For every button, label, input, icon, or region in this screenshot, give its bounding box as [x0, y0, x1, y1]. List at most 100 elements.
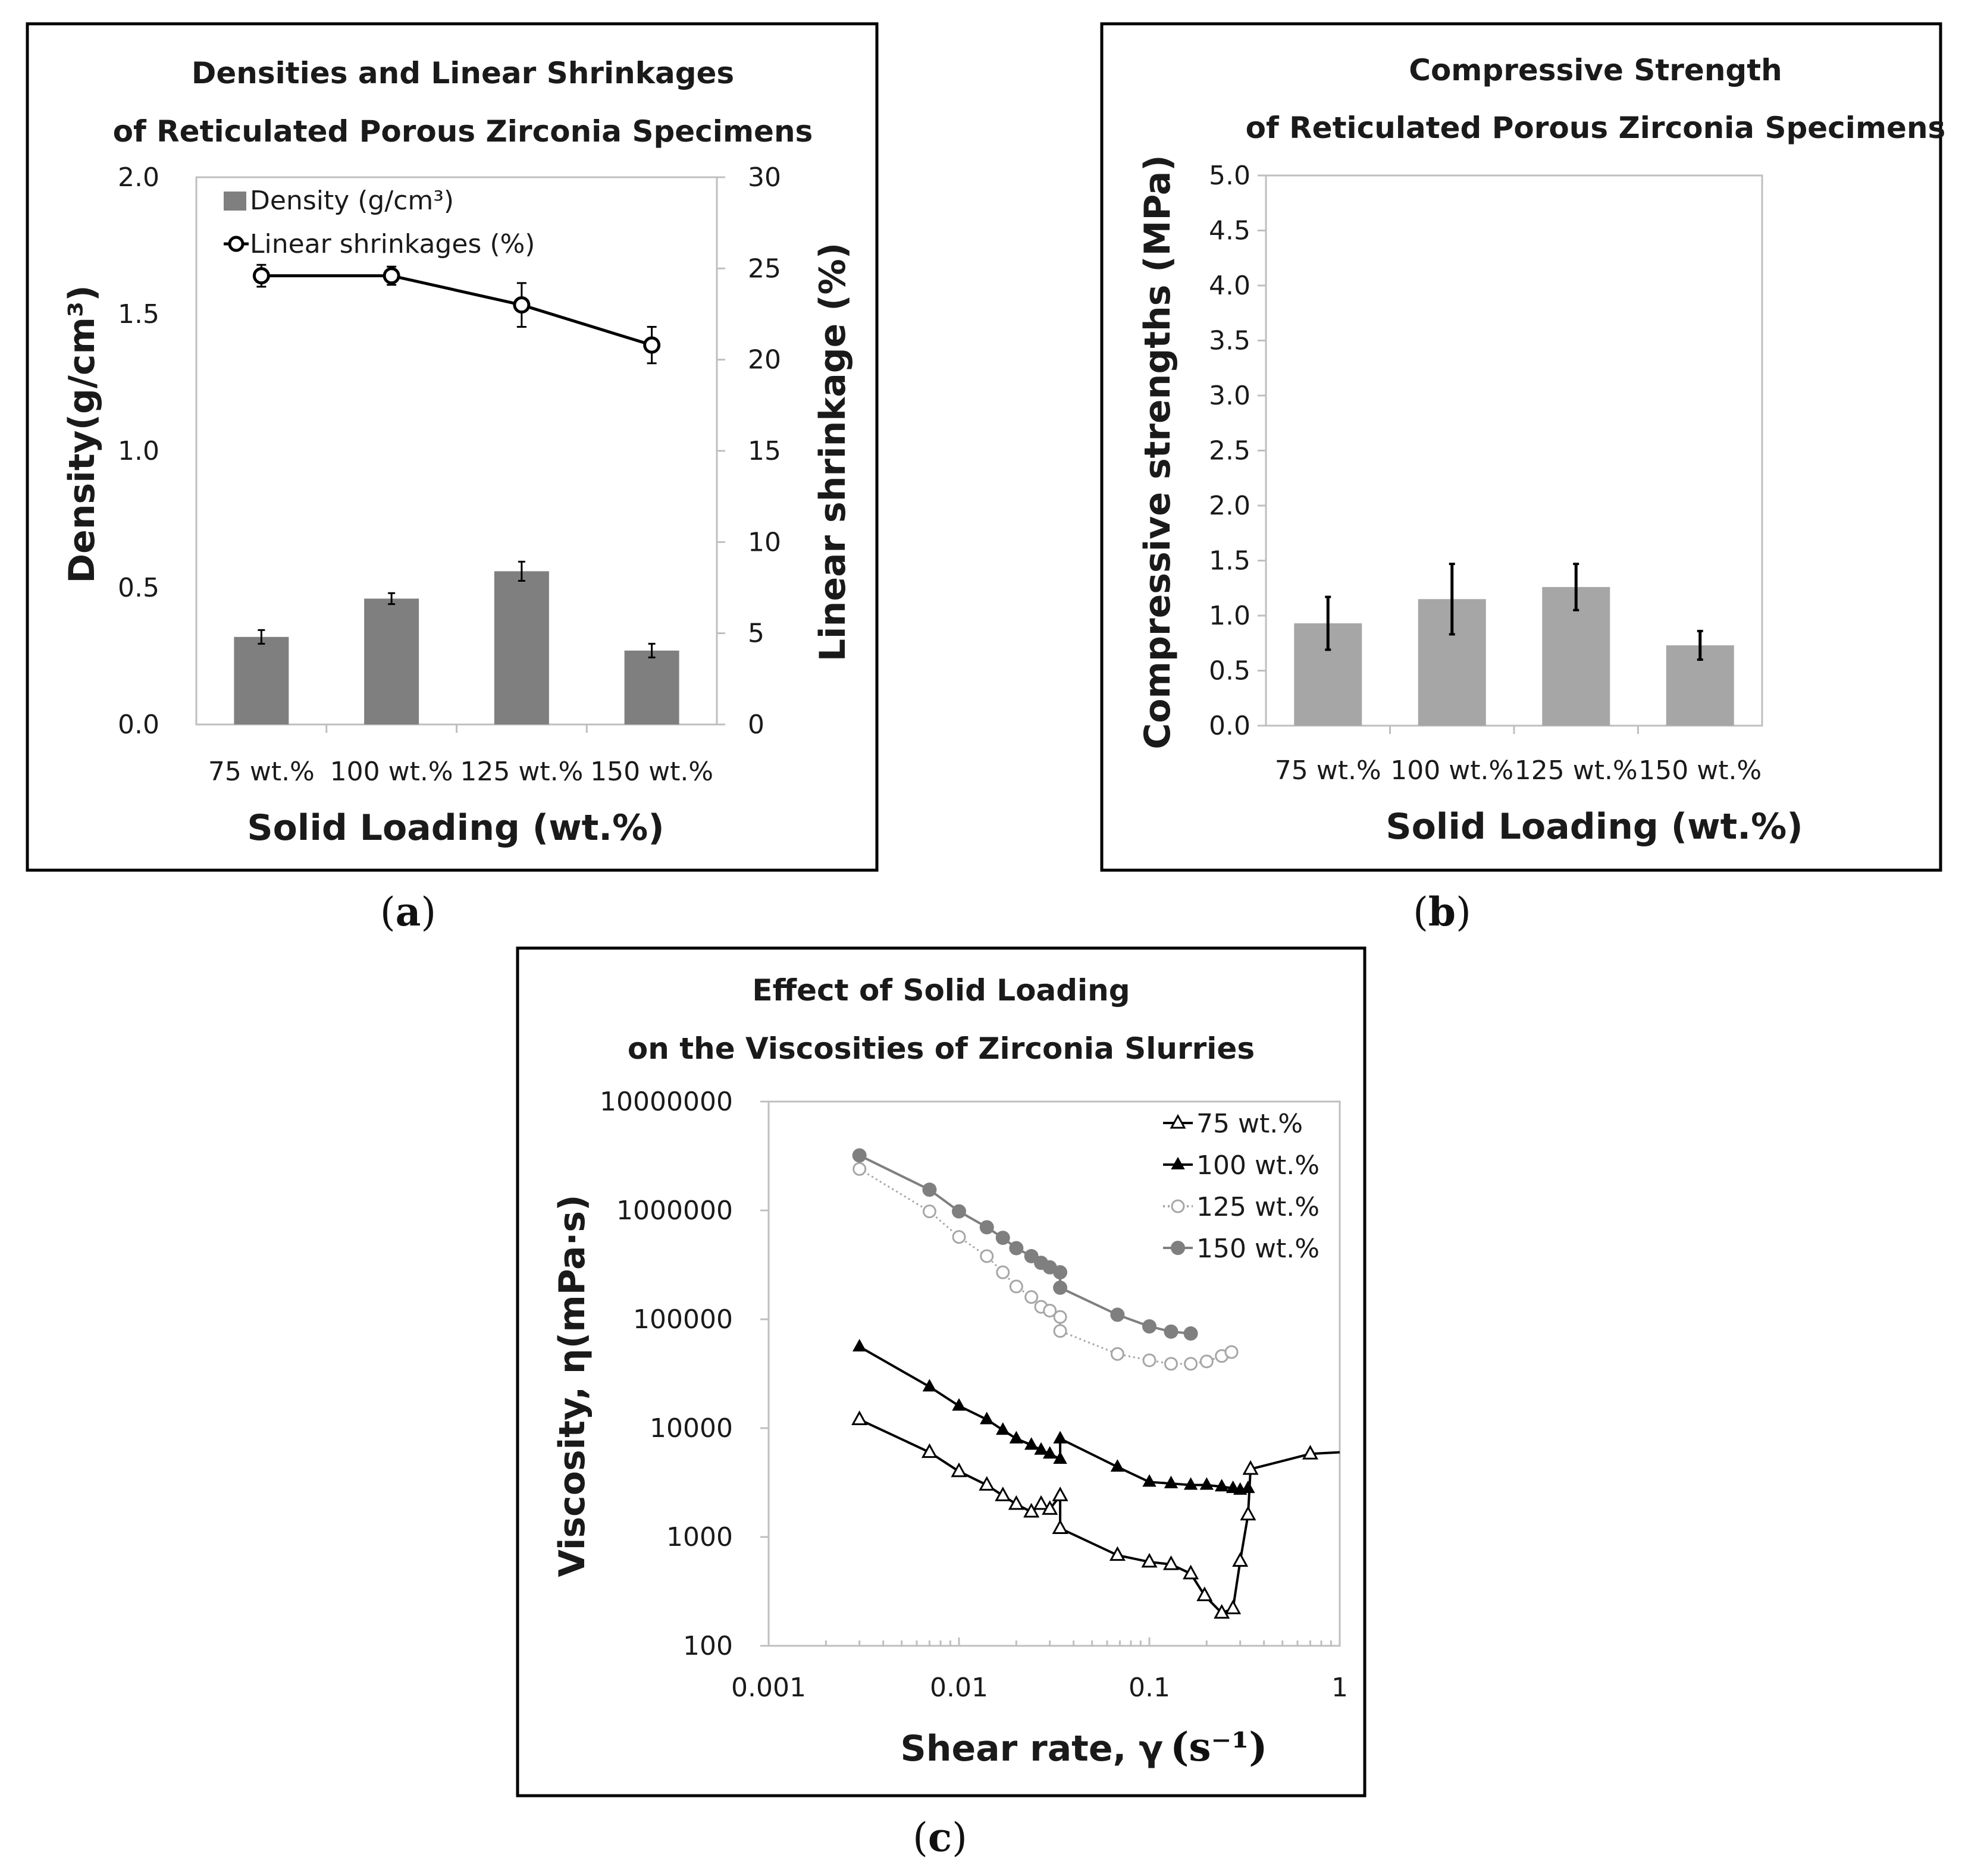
panel-c-point-125 [952, 1230, 966, 1244]
panel-b-title-line2: of Reticulated Porous Zirconia Specimens [1246, 111, 1946, 145]
panel-a-xlabel: Solid Loading (wt.%) [247, 807, 664, 849]
panel-a-density-bar [624, 650, 679, 724]
panel-a-density-bar [494, 571, 549, 724]
panel-b-category-label: 100 wt.% [1390, 755, 1513, 786]
panel-c-point-100 [1009, 1430, 1024, 1444]
panel-a-y2tick-label: 25 [748, 253, 781, 284]
panel-c-point-125 [853, 1162, 867, 1176]
panel-c-point-100 [1053, 1451, 1067, 1464]
panel-c-point-75 [851, 1410, 868, 1426]
panel-a-ytick-label: 1.0 [118, 436, 159, 466]
panel-c-point-75 [1225, 1599, 1242, 1614]
panel-c-point-75 [1141, 1552, 1158, 1568]
panel-c-point-125 [1009, 1279, 1023, 1294]
panel-c-point-100 [1226, 1480, 1240, 1494]
panel-c-point-100 [1053, 1430, 1067, 1444]
panel-c-point-150 [1110, 1307, 1125, 1322]
panel-c-point-100 [1171, 1156, 1185, 1169]
panel-c-point-75 [1302, 1445, 1318, 1460]
panel-c-point-75 [951, 1462, 967, 1477]
panel-c-point-75 [1052, 1519, 1068, 1535]
panel-a-density-bar [364, 598, 419, 724]
panel-c-point-150 [1183, 1326, 1198, 1341]
panel-c-ytick-label: 100 [683, 1631, 733, 1661]
panel-a-category-label: 125 wt.% [460, 757, 583, 787]
panel-c-point-100 [1214, 1479, 1229, 1492]
panel-c-title-line1: Effect of Solid Loading [752, 973, 1130, 1008]
panel-b-ytick-label: 2.5 [1209, 436, 1250, 466]
panel-b-category-label: 150 wt.% [1638, 755, 1762, 786]
panel-c-point-150 [1053, 1280, 1068, 1295]
panel-c-point-125 [1142, 1353, 1156, 1367]
panel-a-category-label: 75 wt.% [208, 757, 315, 787]
panel-c-ytick-label: 1000000 [616, 1196, 733, 1226]
panel-a-ytick-label: 1.5 [118, 299, 159, 330]
panel-c-point-150 [979, 1220, 994, 1235]
panel-a-title-line2: of Reticulated Porous Zirconia Specimens [113, 114, 813, 149]
panel-c-point-125 [980, 1249, 994, 1263]
panel-a-ytick-label: 0.0 [118, 710, 159, 740]
panel-b-ytick-label: 3.5 [1209, 326, 1250, 356]
panel-b-category-label: 125 wt.% [1515, 755, 1638, 786]
panel-c-point-150 [1171, 1241, 1185, 1255]
panel-c-point-75 [1232, 1552, 1249, 1567]
panel-c-point-75 [1023, 1502, 1040, 1518]
panel-c-point-125 [922, 1204, 936, 1219]
panel-a-y2label: Linear shrinkage (%) [812, 243, 854, 661]
panel-a-legend-shrinkage-label: Linear shrinkages (%) [250, 229, 535, 259]
panel-b-ytick-label: 0.5 [1209, 656, 1250, 686]
panel-c-xlabel: Shear rate, γ (s⁻¹) [901, 1724, 1268, 1770]
panel-c-legend-150-label: 150 wt.% [1196, 1234, 1320, 1264]
panel-a-category-label: 150 wt.% [590, 757, 713, 787]
panel-a-y2tick-label: 20 [748, 345, 781, 375]
panel-c-point-150 [1164, 1324, 1179, 1339]
panel-c-point-150 [1009, 1241, 1024, 1256]
panel-c-point-75 [1109, 1546, 1126, 1561]
panel-a-y2tick-label: 10 [748, 527, 781, 557]
panel-a-legend-shrinkage-marker [228, 236, 245, 252]
panel-c-xtick-label: 0.01 [930, 1673, 988, 1703]
panel-c-point-100 [1164, 1476, 1179, 1489]
panel-c-ytick-label: 10000000 [600, 1087, 733, 1117]
panel-a-shrinkage-point [643, 336, 661, 354]
panel-c-point-100 [980, 1411, 994, 1425]
panel-c-legend-100-label: 100 wt.% [1196, 1150, 1320, 1181]
panel-b-chart: 0.0 0.5 1.0 1.5 2.0 2.5 3.0 3.5 4.0 4.5 5.0 75 wt.%… [1209, 161, 1763, 786]
panel-c-point-75 [1008, 1495, 1024, 1510]
panel-c-point-75 [1242, 1460, 1259, 1475]
panel-a-ylabel: Density(g/cm³) [61, 285, 103, 583]
panel-c-point-75 [921, 1443, 938, 1458]
panel-b-title-line1: Compressive Strength [1409, 53, 1782, 87]
panel-c-title-line2: on the Viscosities of Zirconia Slurries [628, 1031, 1255, 1066]
panel-b-xlabel: Solid Loading (wt.%) [1386, 806, 1803, 848]
panel-b-ytick-label: 2.0 [1209, 491, 1250, 521]
caption-a: (a) [380, 889, 436, 935]
panel-a-title-line1: Densities and Linear Shrinkages [192, 56, 734, 90]
panel-c-point-125 [1184, 1357, 1198, 1371]
panel-c-point-150 [922, 1182, 937, 1197]
panel-c-point-125 [1110, 1347, 1124, 1361]
panel-c-point-150 [995, 1231, 1010, 1246]
panel-c-point-100 [952, 1398, 966, 1411]
panel-c-point-75 [1183, 1564, 1199, 1580]
panel-c-point-100 [1199, 1477, 1214, 1490]
panel-b-ytick-label: 1.0 [1209, 601, 1250, 631]
panel-c-xtick-label: 0.001 [731, 1673, 806, 1703]
panel-a-legend-density-label: Density (g/cm³) [250, 186, 454, 216]
panel-c-point-100 [922, 1379, 937, 1392]
panel-a-shrinkage-point [513, 296, 531, 314]
panel-a-shrinkage-line [261, 274, 653, 347]
panel-c-point-75 [1033, 1495, 1049, 1510]
panel-c-chart: 100 1000 10000 100000 1000000 10000000 0.001 0.… [600, 1087, 1348, 1703]
panel-c-ytick-label: 100000 [633, 1304, 733, 1335]
panel-b-ytick-label: 3.0 [1209, 381, 1250, 411]
panel-c-point-150 [1142, 1319, 1156, 1334]
panel-c-point-125 [1224, 1345, 1239, 1359]
panel-c-point-75 [1052, 1486, 1068, 1501]
panel-c-point-75 [1196, 1586, 1213, 1601]
panel-c-point-125 [1199, 1354, 1214, 1369]
panel-c-point-100 [1142, 1474, 1156, 1487]
panel-c-point-75 [995, 1486, 1011, 1501]
panel-a-density-bar [234, 636, 289, 724]
